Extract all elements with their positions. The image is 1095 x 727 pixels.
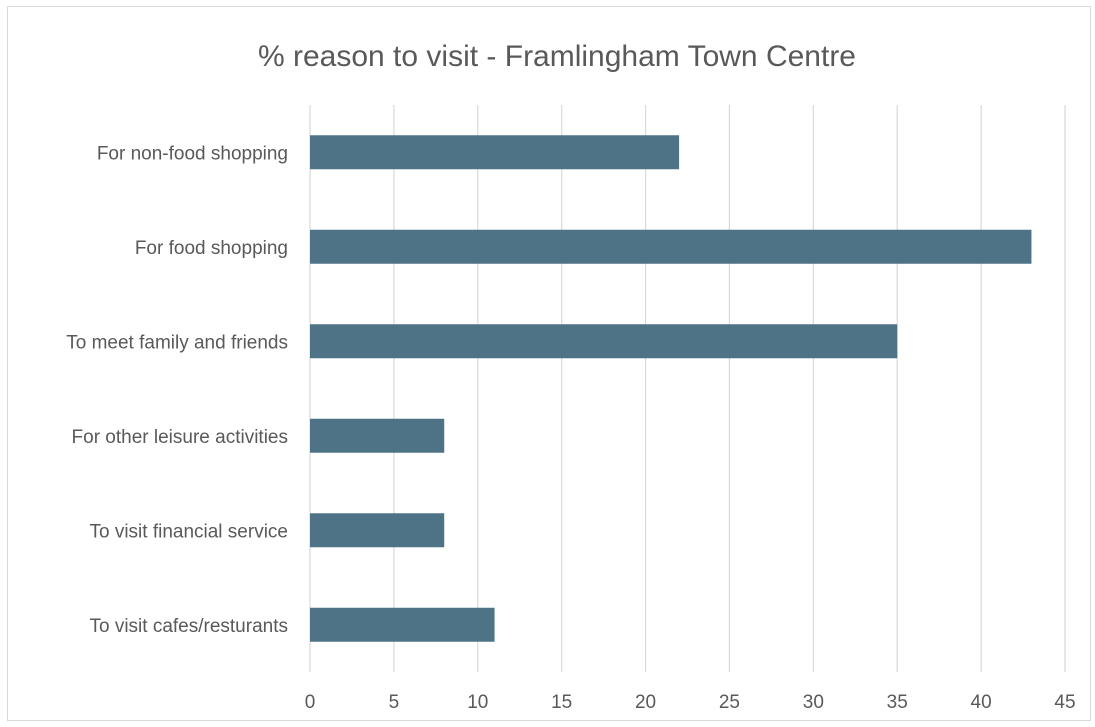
category-label: For non-food shopping: [97, 143, 288, 164]
x-tick-label: 10: [467, 692, 488, 713]
category-label: For food shopping: [135, 238, 288, 259]
category-labels: For non-food shopping For food shopping To…: [66, 143, 288, 637]
x-axis-tick-labels: 0 5 10 15 20 25 30 35 40 45: [305, 692, 1076, 713]
x-tick-label: 25: [719, 692, 740, 713]
bar: [310, 607, 495, 642]
bar: [310, 513, 445, 548]
bar: [310, 135, 680, 170]
bar: [310, 229, 1032, 264]
category-label: To visit cafes/resturants: [89, 616, 288, 637]
gridlines: [309, 105, 1066, 672]
x-tick-label: 5: [389, 692, 400, 713]
chart-frame: [7, 6, 1091, 721]
x-tick-label: 15: [551, 692, 572, 713]
x-tick-label: 30: [803, 692, 824, 713]
bar: [310, 418, 445, 453]
bars: [310, 135, 1032, 642]
x-tick-label: 0: [305, 692, 316, 713]
x-tick-label: 45: [1054, 692, 1075, 713]
x-tick-label: 35: [887, 692, 908, 713]
category-label: For other leisure activities: [72, 427, 288, 448]
chart-title: % reason to visit - Framlingham Town Cen…: [258, 40, 856, 73]
category-label: To meet family and friends: [66, 332, 288, 353]
bar: [310, 324, 898, 359]
x-tick-label: 40: [971, 692, 992, 713]
category-label: To visit financial service: [89, 521, 288, 542]
x-tick-label: 20: [635, 692, 656, 713]
